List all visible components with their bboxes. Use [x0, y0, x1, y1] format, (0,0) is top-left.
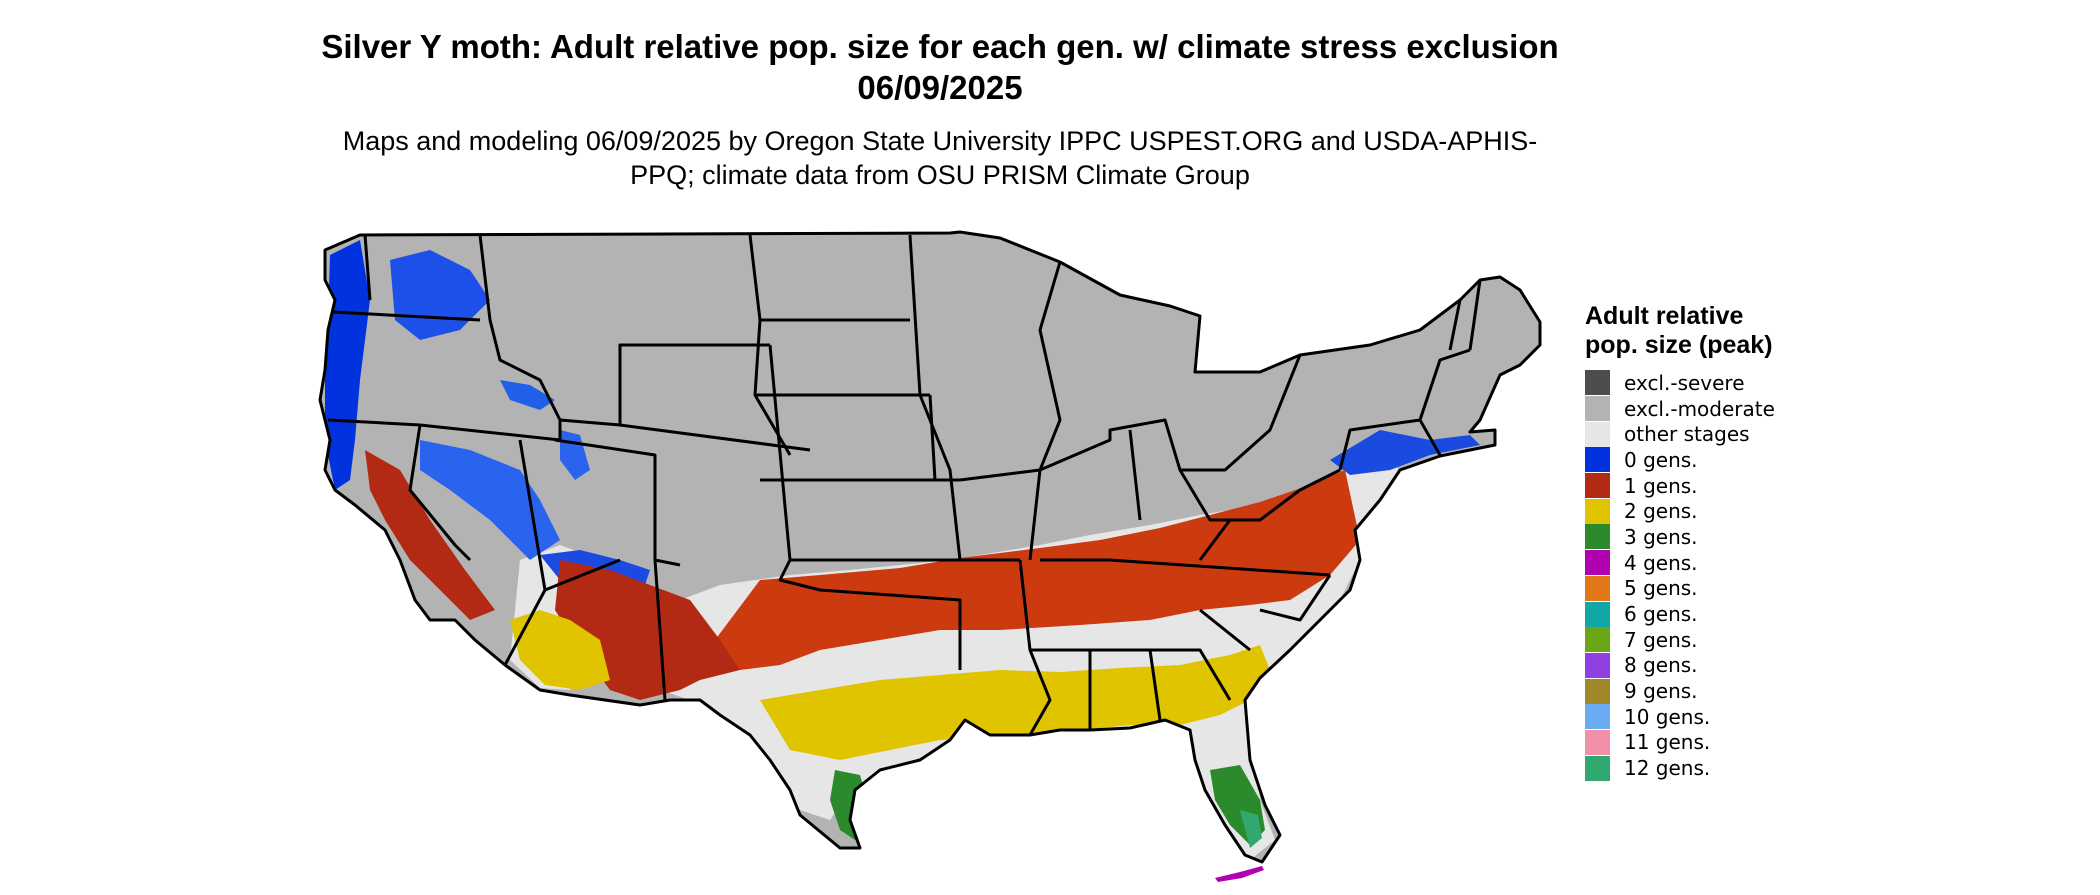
legend-swatch [1585, 498, 1610, 524]
legend-item: 10 gens. [1585, 704, 1785, 730]
legend-item: 5 gens. [1585, 575, 1785, 602]
legend-item: 1 gens. [1585, 473, 1785, 499]
legend-swatch [1585, 729, 1610, 755]
legend-label: 8 gens. [1624, 653, 1698, 678]
state-lines-west [327, 234, 811, 701]
legend-item: 6 gens. [1585, 601, 1785, 627]
region-0-gens-idaho [500, 380, 555, 410]
legend-label: 6 gens. [1624, 602, 1698, 627]
legend-item: 0 gens. [1585, 447, 1785, 473]
legend-label: 0 gens. [1624, 447, 1698, 472]
legend-item: 7 gens. [1585, 627, 1785, 653]
legend-label: 12 gens. [1624, 756, 1711, 781]
region-4-gens-keys [1215, 866, 1264, 882]
state-boundaries [318, 230, 1542, 864]
region-12-gens-florida [1240, 810, 1262, 848]
legend-item: 12 gens. [1585, 755, 1785, 781]
legend-swatch [1585, 396, 1610, 422]
legend-swatch [1585, 447, 1610, 473]
legend-swatch [1585, 652, 1610, 678]
map-legend: Adult relative pop. size (peak) excl.-se… [1585, 302, 1785, 781]
legend-item: 3 gens. [1585, 524, 1785, 550]
legend-label: 3 gens. [1624, 524, 1698, 549]
legend-swatch [1585, 421, 1610, 447]
legend-swatch [1585, 524, 1610, 550]
us-map [318, 230, 1542, 882]
legend-swatch [1585, 627, 1610, 653]
us-outline [318, 230, 1542, 864]
legend-swatch [1585, 550, 1610, 576]
legend-swatch [1585, 704, 1610, 730]
region-1-gens-southern-band [700, 470, 1360, 670]
legend-swatch [1585, 370, 1610, 396]
region-0-gens-northeast [1330, 430, 1480, 475]
legend-title: Adult relative pop. size (peak) [1585, 302, 1773, 359]
legend-swatch [1585, 678, 1610, 704]
legend-item: 2 gens. [1585, 498, 1785, 524]
legend-label: 5 gens. [1624, 576, 1698, 601]
legend-swatch [1585, 601, 1610, 627]
legend-item: 11 gens. [1585, 729, 1785, 756]
legend-label: excl.-severe [1624, 370, 1745, 395]
legend-swatch [1585, 755, 1610, 781]
region-0-gens-nevada [420, 440, 560, 560]
region-0-gens-pacific [325, 240, 370, 490]
legend-swatch [1585, 575, 1610, 601]
legend-label: excl.-moderate [1624, 396, 1775, 421]
legend-item: excl.-moderate [1585, 396, 1785, 422]
legend-label: 9 gens. [1624, 679, 1698, 704]
legend-item: other stages [1585, 421, 1785, 447]
legend-label: 7 gens. [1624, 627, 1698, 652]
legend-item: 8 gens. [1585, 652, 1785, 679]
legend-label: 1 gens. [1624, 473, 1698, 498]
map-fill-regions [320, 232, 1540, 882]
legend-label: 10 gens. [1624, 704, 1711, 729]
state-lines-east [1038, 261, 1482, 652]
region-2-gens-arizona [510, 610, 610, 690]
region-2-gens-gulf-band [760, 645, 1270, 760]
legend-items: excl.-severe excl.-moderate other stages 0 … [1585, 370, 1785, 781]
map-subtitle: Maps and modeling 06/09/2025 by Oregon S… [342, 126, 1538, 190]
legend-swatch [1585, 473, 1610, 499]
legend-label: 4 gens. [1624, 550, 1698, 575]
legend-item: excl.-severe [1585, 370, 1785, 396]
legend-item: 9 gens. [1585, 678, 1785, 704]
legend-item: 4 gens. [1585, 550, 1785, 576]
legend-label: 2 gens. [1624, 499, 1698, 524]
region-1-gens-california [365, 450, 495, 620]
legend-label: other stages [1624, 422, 1750, 447]
map-title: Silver Y moth: Adult relative pop. size … [321, 28, 1559, 106]
legend-label: 11 gens. [1624, 730, 1711, 755]
